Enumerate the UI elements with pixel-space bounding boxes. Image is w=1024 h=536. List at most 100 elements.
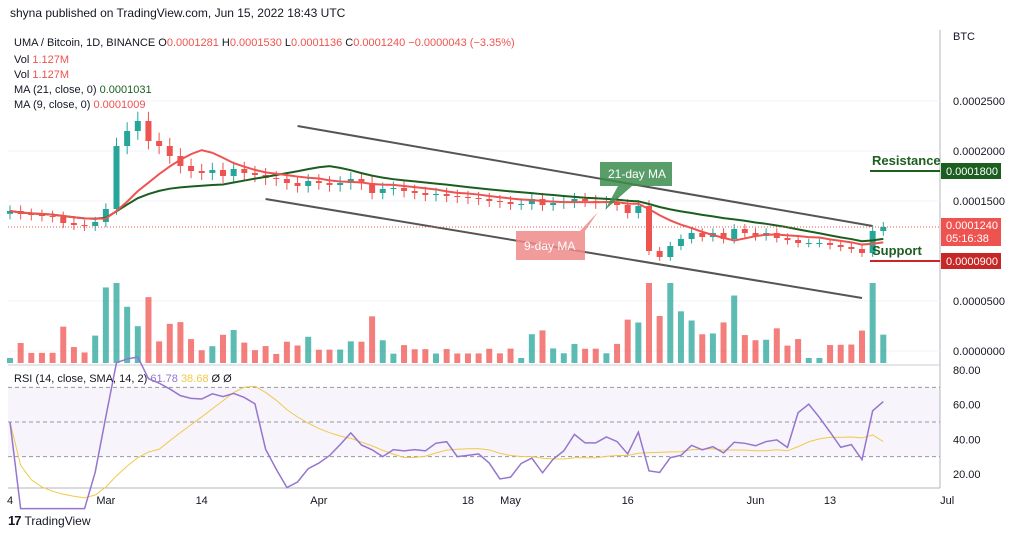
candle-body [188,166,195,171]
candle-body [422,193,429,195]
volume-bar [422,349,429,363]
candle-body [273,178,280,179]
ma21-line [9,165,884,243]
tradingview-footer[interactable]: 17 TradingView [8,513,91,528]
candle-body [124,131,131,146]
legend-ohlc-value: 0.0001530 [230,37,285,49]
time-axis-label: Jul [940,495,954,507]
legend-vol-1-label: Vol [14,54,32,66]
legend-ma21-label: MA (21, close, 0) [14,84,100,96]
price-tick-label: 0.0001500 [953,196,1005,208]
candle-body [315,181,322,183]
legend-ohlc-key: O [158,37,167,49]
volume-bar [560,353,567,363]
rsi-line [9,356,884,510]
volume-bar [390,353,397,363]
legend-ohlc-value: 0.0001136 [291,37,345,49]
volume-bar [464,353,471,363]
volume-bar [603,353,610,363]
volume-bar [486,348,493,363]
resistance-label: Resistance [872,153,941,168]
time-axis-label: 14 [196,495,208,507]
volume-bar [433,353,439,363]
volume-bar [177,322,184,363]
candle-body [369,183,376,193]
volume-bar [166,323,173,363]
volume-bar [124,306,131,363]
candle-body [582,199,589,201]
volume-bar [369,316,376,363]
volume-bar [550,348,557,363]
candle-body [667,246,674,257]
volume-bar [571,343,578,363]
volume-bar [326,349,333,363]
candle-body [688,233,695,239]
legend-ma21-value: 0.0001031 [100,84,152,96]
candle-body [38,215,45,216]
time-axis-label: 18 [462,495,474,507]
plot-background [8,30,940,488]
candle-body [816,243,823,244]
volume-bar [784,345,791,363]
legend-ohlc-value: 0.0001281 [167,37,222,49]
candle-body [731,229,738,239]
time-axis-label: Mar [96,495,115,507]
candle-body [518,204,525,205]
candle-body [433,194,439,195]
volume-bar [401,345,408,363]
candle-body [550,203,557,205]
candle-body [305,181,312,186]
volume-bar [677,311,684,363]
time-axis-label: 4 [7,495,13,507]
candle-body [848,247,855,249]
rsi-legend: RSI (14, close, SMA, 14, 2) 61.78 38.68 … [14,373,232,385]
legend-change: −0.0000043 (−3.35%) [408,37,514,49]
ma21-callout-text: 21-day MA [608,167,666,181]
price-chart[interactable]: 0.0002500 0.0002000 0.0001500 0.0000500 0.00… [0,26,1024,516]
candle-body [454,196,461,197]
volume-bar [773,328,780,363]
rsi-tick-label: 80.00 [953,365,981,377]
volume-bar [539,330,546,363]
price-tick-label: 0.0002500 [953,96,1005,108]
candle-body [220,170,226,176]
candle-body [443,194,450,196]
candle-body [656,251,663,257]
candle-body [7,211,13,214]
volume-bar [145,297,152,363]
tradingview-brand: TradingView [24,513,91,528]
volume-bar [646,283,652,363]
chart-area[interactable]: 0.0002500 0.0002000 0.0001500 0.0000500 0.00… [0,26,1024,516]
volume-bar [688,320,695,363]
volume-bar [49,352,56,363]
volume-bar [848,344,855,363]
volume-bar [315,349,322,363]
volume-bar [305,336,312,363]
time-axis-label: 13 [824,495,836,507]
candle-body [475,198,482,199]
candle-body [358,179,365,183]
candle-body [337,183,344,185]
candle-body [283,179,290,183]
volume-bar [443,349,450,363]
time-axis-label: 16 [622,495,634,507]
volume-bar [752,340,759,363]
volume-bar [741,335,748,363]
legend-vol-1: Vol 1.127M [14,54,69,66]
volume-bar [827,345,834,363]
candle-body [859,249,865,253]
candle-body [294,183,301,186]
candle-body [837,245,844,247]
legend-ohlc-key: L [285,37,291,49]
volume-bar [273,353,280,363]
volume-bar [720,322,727,363]
candle-body [496,201,503,202]
candle-body [28,214,35,215]
candle-body [720,233,727,239]
volume-bar [656,316,663,363]
volume-bar [81,352,88,363]
volume-bar [528,334,535,363]
price-tick-label: 0.0000500 [953,296,1005,308]
support-badge [941,253,1001,269]
candle-body [230,169,237,176]
